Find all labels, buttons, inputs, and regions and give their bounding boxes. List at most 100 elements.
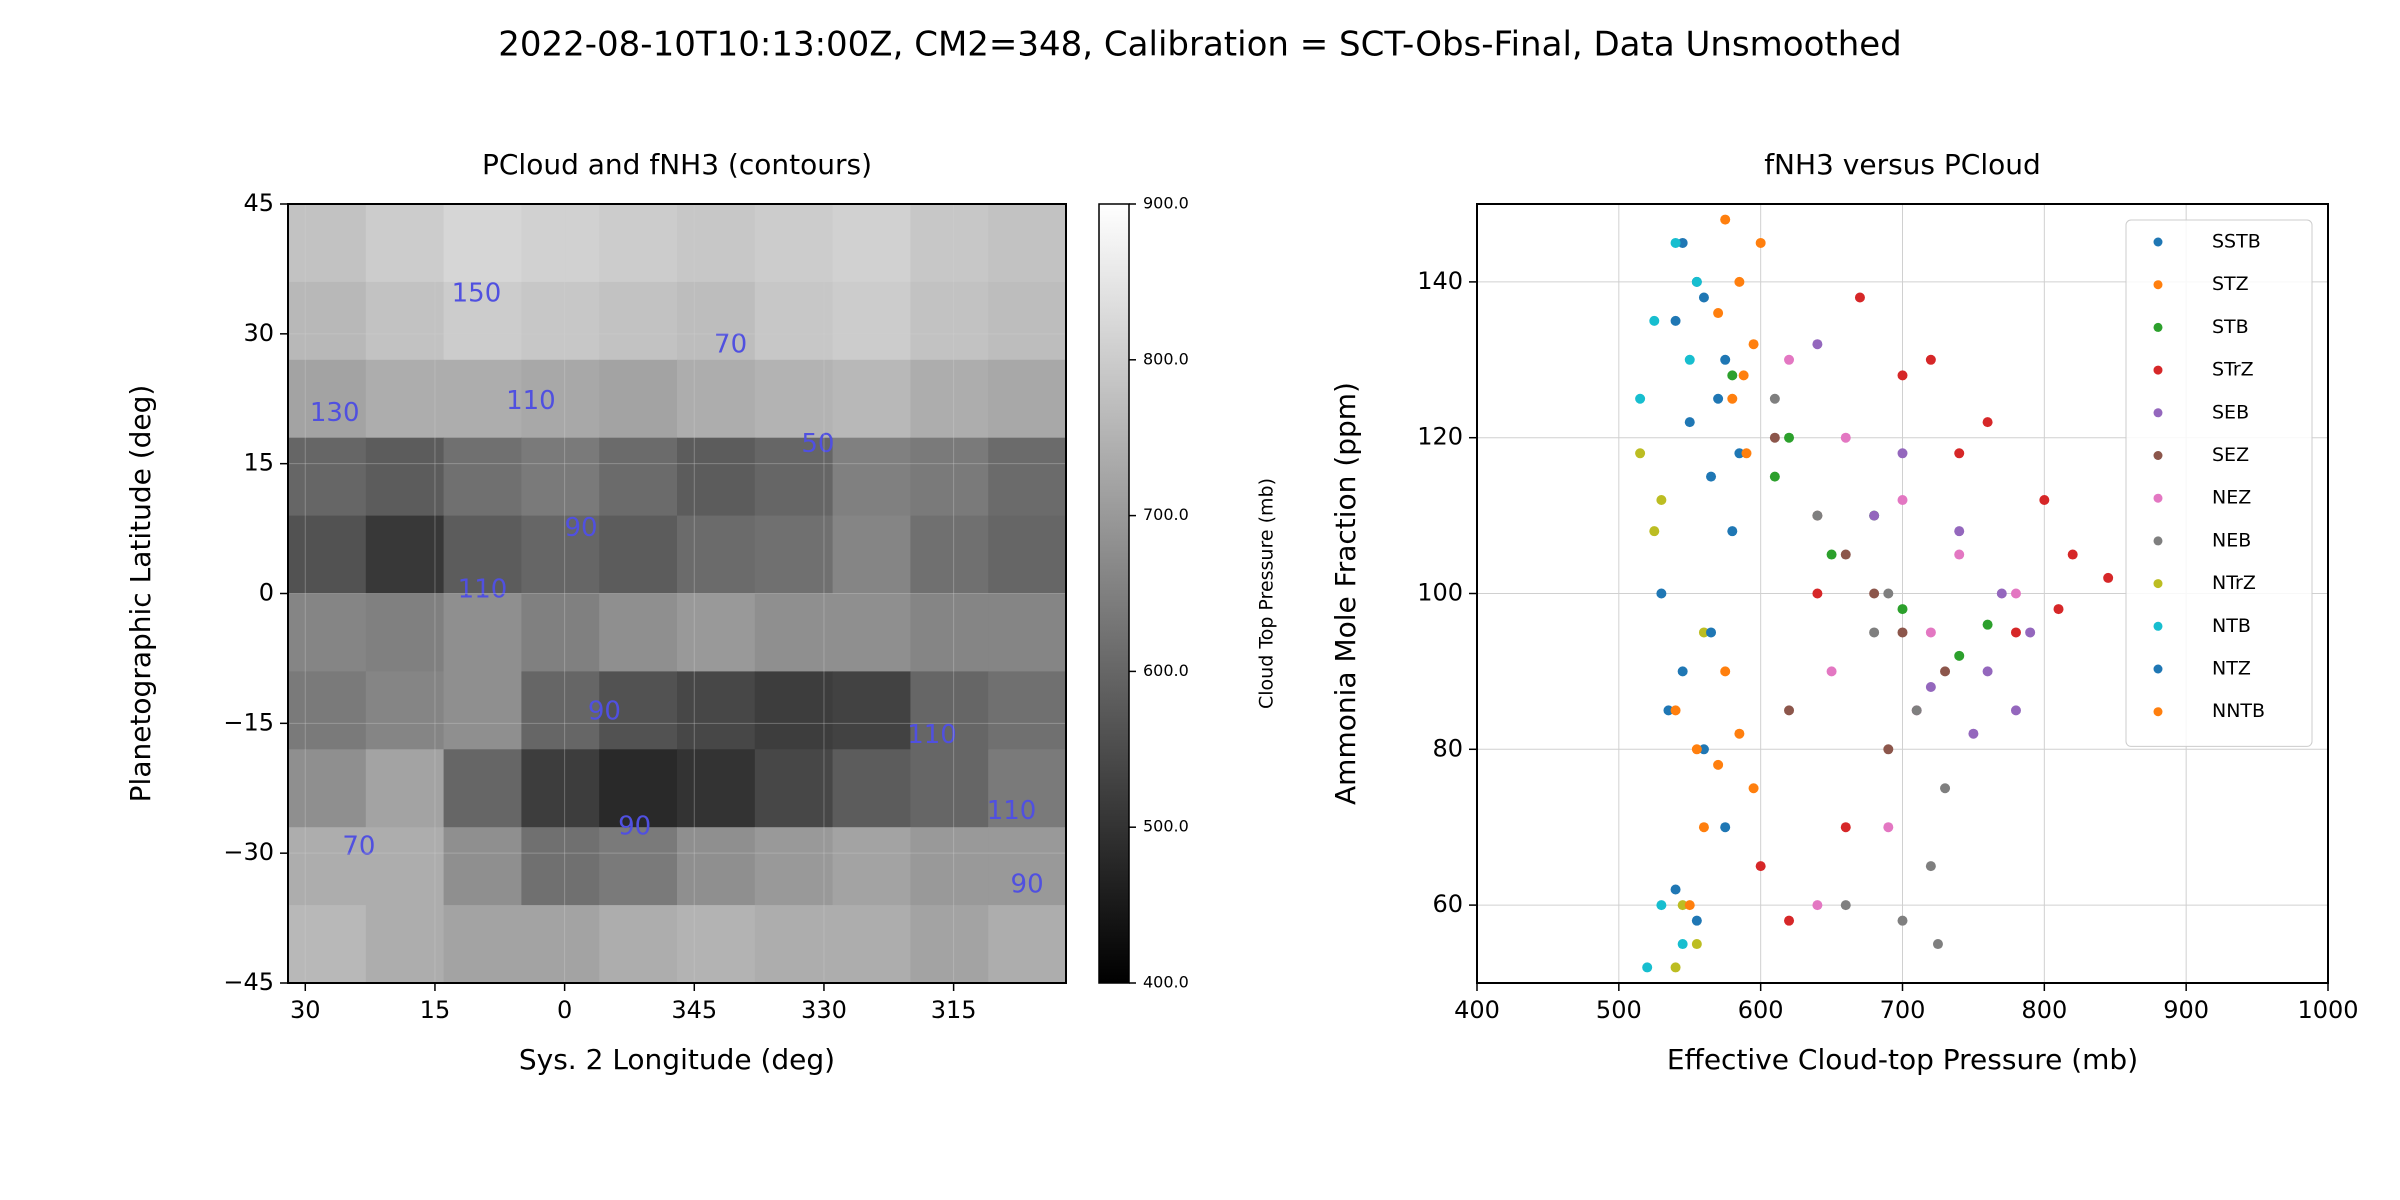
heat-cell (599, 749, 678, 828)
scatter-point (1826, 549, 1837, 560)
scatter-point (2010, 627, 2021, 638)
scatter-point (1727, 393, 1738, 404)
scatter-point (1996, 588, 2007, 599)
contour-label: 110 (907, 720, 957, 750)
y-tick-label: 30 (243, 319, 274, 347)
scatter-point (1954, 448, 1965, 459)
heat-cell (521, 905, 600, 983)
heat-cell (677, 671, 756, 750)
colorbar-tick-label: 500.0 (1143, 817, 1189, 836)
scatter-point (1663, 705, 1674, 716)
y-tick-label: 15 (243, 449, 274, 477)
heat-cell (443, 827, 522, 906)
scatter-point (1698, 822, 1709, 833)
heat-cell (521, 515, 600, 594)
scatter-point (1897, 448, 1908, 459)
scatter-point (2025, 627, 2036, 638)
heat-cell (677, 905, 756, 983)
colorbar-tick-label: 600.0 (1143, 661, 1189, 680)
scatter-point (1883, 744, 1894, 755)
x-axis-label: Effective Cloud-top Pressure (mb) (1667, 1043, 2138, 1076)
scatter-point (1684, 354, 1695, 365)
scatter-point (1840, 432, 1851, 443)
scatter-point (1897, 370, 1908, 381)
scatter-point (1869, 588, 1880, 599)
scatter-point (1840, 900, 1851, 911)
scatter-point (1982, 417, 1993, 428)
legend-label: STrZ (2212, 359, 2254, 381)
heat-cell (288, 749, 367, 828)
heat-cell (677, 515, 756, 594)
heat-cell (365, 359, 445, 439)
heat-cell (832, 905, 911, 983)
axes-title: fNH3 versus PCloud (1764, 148, 2041, 181)
heat-cell (521, 359, 600, 439)
x-tick-label: 0 (557, 996, 572, 1024)
x-tick-label: 345 (671, 996, 717, 1024)
contour-label: 90 (588, 697, 621, 727)
heat-cell (288, 281, 367, 361)
scatter-point (1727, 526, 1738, 537)
heat-cell (754, 827, 834, 906)
scatter-point (1784, 354, 1795, 365)
heat-cell (288, 437, 367, 517)
axes-frame (287, 203, 1067, 984)
heat-cell (599, 515, 678, 594)
x-tick-label: 500 (1596, 996, 1642, 1024)
heat-cell (365, 749, 445, 828)
scatter-point (1769, 471, 1780, 482)
scatter-point (1897, 604, 1908, 615)
scatter-point (1755, 237, 1766, 248)
scatter-point (1649, 526, 1660, 537)
scatter-point (1670, 962, 1681, 973)
scatter-point (1932, 939, 1943, 950)
heat-cell (832, 671, 911, 750)
x-tick-label: 15 (420, 996, 451, 1024)
scatter-point (1691, 939, 1702, 950)
legend-label: STB (2212, 316, 2249, 338)
heat-cell (443, 204, 522, 283)
scatter-point (1812, 900, 1823, 911)
scatter-point (1925, 861, 1936, 872)
scatter-point (1698, 627, 1709, 638)
scatter-point (1635, 448, 1646, 459)
y-tick-label: −15 (223, 708, 274, 736)
scatter-point (1883, 822, 1894, 833)
heat-cell (754, 515, 834, 594)
scatter-point (2053, 604, 2064, 615)
scatter-point (1741, 448, 1752, 459)
legend-label: NEZ (2212, 487, 2251, 509)
scatter-point (2103, 572, 2114, 583)
x-tick-label: 1000 (2297, 996, 2358, 1024)
scatter-point (1656, 495, 1667, 506)
scatter-point (1748, 783, 1759, 794)
scatter-point (1883, 588, 1894, 599)
scatter-point (1698, 744, 1709, 755)
legend-marker (2153, 365, 2163, 375)
contour-label: 70 (714, 330, 747, 360)
axes-frame (1476, 203, 2329, 984)
scatter-point (1720, 666, 1731, 677)
scatter-point (1869, 510, 1880, 521)
heat-cell (677, 359, 756, 439)
heat-cell (599, 359, 678, 439)
scatter-point (1727, 370, 1738, 381)
y-tick-label: 140 (1417, 267, 1463, 295)
heat-cell (988, 515, 1066, 594)
legend-marker (2153, 536, 2163, 546)
scatter-point (1897, 495, 1908, 506)
x-tick-label: 700 (1880, 996, 1926, 1024)
heat-cell (365, 437, 445, 517)
heat-cell (832, 359, 911, 439)
heat-cell (988, 905, 1066, 983)
scatter-point (1684, 417, 1695, 428)
heat-cell (599, 671, 678, 750)
heat-cell (754, 905, 834, 983)
heat-cell (832, 204, 911, 283)
scatter-point (1840, 549, 1851, 560)
legend-label: NTB (2212, 615, 2251, 637)
scatter-point (2067, 549, 2078, 560)
scatter-point (1854, 292, 1865, 303)
scatter-point (1656, 900, 1667, 911)
scatter-point (1954, 650, 1965, 661)
